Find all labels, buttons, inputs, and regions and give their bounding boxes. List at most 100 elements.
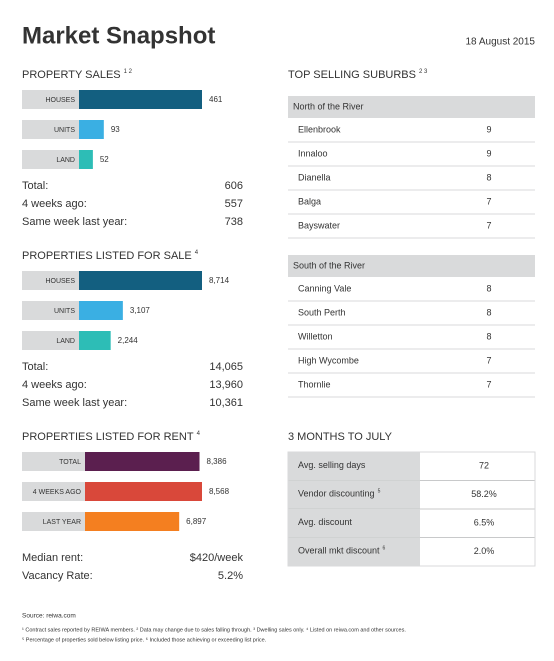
bar-value: 52 <box>100 155 109 164</box>
section-title-text: 3 MONTHS TO JULY <box>288 431 393 443</box>
stat-value: 738 <box>225 216 243 228</box>
stat-label: Vacancy Rate: <box>22 570 93 582</box>
bar-label: LAST YEAR <box>43 519 81 526</box>
bar <box>85 512 180 531</box>
table-label: Vendor discounting 5 <box>298 489 381 499</box>
bar-label-box <box>22 452 85 471</box>
stat-value: 557 <box>225 198 243 210</box>
stat-label: Total: <box>22 361 48 373</box>
bar-value: 8,714 <box>209 276 230 285</box>
table-label-cell <box>288 509 420 538</box>
bar-label: 4 WEEKS AGO <box>33 489 82 496</box>
bar-label-box <box>22 482 85 501</box>
stat-label: Total: <box>22 180 48 192</box>
stat-value: $420/week <box>190 552 244 564</box>
bar-label: LAND <box>56 157 75 164</box>
section-title-text: TOP SELLING SUBURBS <box>288 69 416 81</box>
bar-value: 2,244 <box>118 336 139 345</box>
bar-label: HOUSES <box>45 97 75 104</box>
suburb-name: Thornlie <box>298 379 331 389</box>
table-label-cell <box>288 452 420 481</box>
group-name: North of the River <box>293 101 364 111</box>
table-label-cell <box>288 537 420 566</box>
group-name: South of the River <box>293 260 365 270</box>
section-title-text: PROPERTIES LISTED FOR RENT <box>22 431 194 443</box>
bar-label-box <box>22 512 85 531</box>
suburb-sales: 9 <box>486 124 491 134</box>
bar-label-box <box>22 271 79 290</box>
bar-label: UNITS <box>54 127 75 134</box>
footnote-ref: 4 <box>197 431 201 437</box>
suburb-name: Ellenbrook <box>298 124 341 134</box>
bar-label-box <box>22 90 79 109</box>
suburb-sales: 8 <box>486 283 491 293</box>
table-label-cell <box>288 480 420 509</box>
stat-value: 13,960 <box>209 379 243 391</box>
bar <box>79 331 111 350</box>
suburb-sales: 7 <box>486 355 491 365</box>
bar-value: 461 <box>209 95 223 104</box>
bar <box>79 271 202 290</box>
suburb-name: Willetton <box>298 331 333 341</box>
table-value: 2.0% <box>474 546 495 556</box>
section-title: PROPERTY SALES 1 2 <box>22 69 133 81</box>
footnote-ref: 2 3 <box>419 69 428 75</box>
bar-label: HOUSES <box>45 278 75 285</box>
bar-label: TOTAL <box>59 459 81 466</box>
section-title: TOP SELLING SUBURBS 2 3 <box>288 69 428 81</box>
suburb-sales: 9 <box>486 148 491 158</box>
suburb-sales: 8 <box>486 331 491 341</box>
footnote-ref: 5 <box>378 489 381 495</box>
bar <box>79 150 93 169</box>
bar-value: 6,897 <box>186 517 207 526</box>
group-header <box>288 96 535 118</box>
footnote-ref: 6 <box>383 546 386 552</box>
suburb-name: High Wycombe <box>298 355 359 365</box>
suburb-name: Balga <box>298 196 321 206</box>
suburb-sales: 7 <box>486 196 491 206</box>
footnote-ref: 4 <box>195 250 199 256</box>
stat-value: 606 <box>225 180 243 192</box>
title: Market Snapshot <box>22 22 215 49</box>
section-title: PROPERTIES LISTED FOR SALE 4 <box>22 250 199 262</box>
stat-value: 5.2% <box>218 570 243 582</box>
table-border <box>287 451 536 567</box>
table-label-text: Vendor discounting <box>298 489 375 499</box>
bar <box>79 90 202 109</box>
bar-label-box <box>22 150 79 169</box>
footnote: ⁵ Percentage of properties sold below li… <box>22 636 267 643</box>
table-value: 58.2% <box>471 489 497 499</box>
bar-label: LAND <box>56 338 75 345</box>
stat-value: 10,361 <box>209 397 243 409</box>
suburb-name: Canning Vale <box>298 283 351 293</box>
suburb-name: Innaloo <box>298 148 328 158</box>
section-title: PROPERTIES LISTED FOR RENT 4 <box>22 431 201 443</box>
footnote: ¹ Contract sales reported by REIWA membe… <box>22 626 406 633</box>
table-label-text: Overall mkt discount <box>298 546 380 556</box>
bar-label-box <box>22 331 79 350</box>
stat-label: 4 weeks ago: <box>22 379 87 391</box>
stat-value: 14,065 <box>209 361 243 373</box>
table-value: 6.5% <box>474 517 495 527</box>
suburb-name: Dianella <box>298 172 331 182</box>
suburb-sales: 8 <box>486 307 491 317</box>
stat-label: Median rent: <box>22 552 83 564</box>
stat-label: 4 weeks ago: <box>22 198 87 210</box>
table-label-text: Avg. selling days <box>298 460 366 470</box>
bar <box>79 301 123 320</box>
suburb-sales: 7 <box>486 379 491 389</box>
stat-label: Same week last year: <box>22 216 127 228</box>
section-title-text: PROPERTY SALES <box>22 69 121 81</box>
section-title: 3 MONTHS TO JULY <box>288 431 393 443</box>
suburb-sales: 8 <box>486 172 491 182</box>
table-label: Avg. selling days <box>298 460 366 470</box>
group-header <box>288 255 535 277</box>
source: Source: reiwa.com <box>22 613 76 620</box>
footnote-ref: 1 2 <box>124 69 133 75</box>
suburb-name: Bayswater <box>298 220 340 230</box>
bar-label: UNITS <box>54 308 75 315</box>
table-value: 72 <box>479 460 489 470</box>
bar-value: 8,568 <box>209 487 230 496</box>
table-label: Overall mkt discount 6 <box>298 546 386 556</box>
